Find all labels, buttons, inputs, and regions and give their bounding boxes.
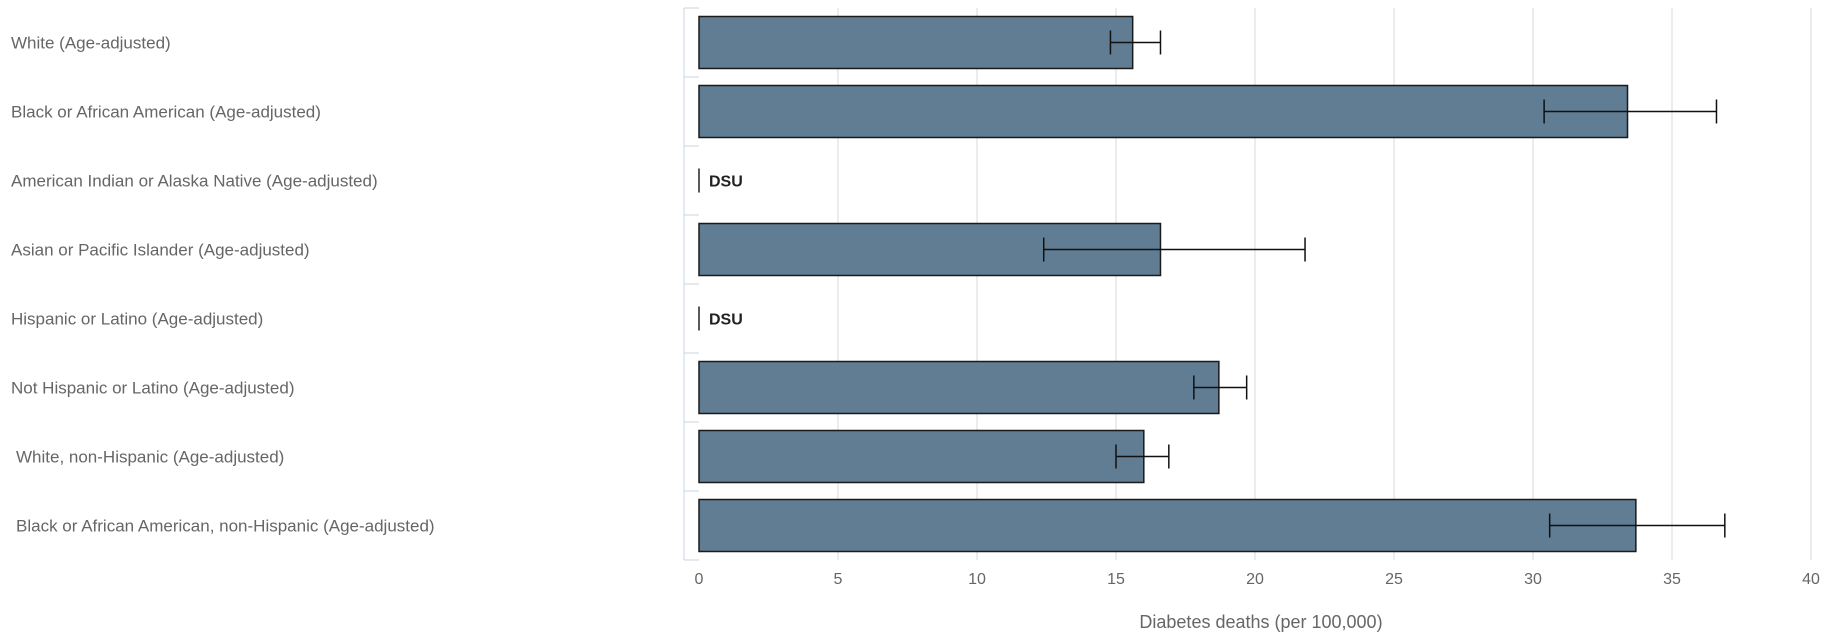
category-label: Not Hispanic or Latino (Age-adjusted) xyxy=(11,379,294,398)
category-axis-ticks xyxy=(683,7,699,561)
x-tick-label: 10 xyxy=(968,571,986,588)
bar xyxy=(698,84,1629,139)
category-label: White (Age-adjusted) xyxy=(11,34,171,53)
category-label: Black or African American (Age-adjusted) xyxy=(11,103,321,122)
x-tick-label: 15 xyxy=(1107,571,1125,588)
x-tick-label: 5 xyxy=(834,571,843,588)
suppressed-label: DSU xyxy=(709,312,743,329)
x-tick-label: 35 xyxy=(1663,571,1681,588)
bar xyxy=(698,15,1134,70)
x-tick-label: 0 xyxy=(695,571,704,588)
category-label: Black or African American, non-Hispanic … xyxy=(16,517,435,536)
category-label: White, non-Hispanic (Age-adjusted) xyxy=(16,448,284,467)
category-label: Asian or Pacific Islander (Age-adjusted) xyxy=(11,241,310,260)
x-tick-label: 40 xyxy=(1802,571,1820,588)
bars: DSU DSU xyxy=(698,15,1637,553)
x-axis-tick-labels: 0 5 10 15 20 25 30 35 40 xyxy=(695,571,1820,588)
x-tick-label: 20 xyxy=(1246,571,1264,588)
x-tick-label: 30 xyxy=(1524,571,1542,588)
x-axis-title: Diabetes deaths (per 100,000) xyxy=(1139,612,1382,632)
category-label: American Indian or Alaska Native (Age-ad… xyxy=(11,172,378,191)
error-bars xyxy=(1042,30,1726,538)
bar xyxy=(698,498,1637,553)
category-label: Hispanic or Latino (Age-adjusted) xyxy=(11,310,263,329)
suppressed-label: DSU xyxy=(709,174,743,191)
category-labels: White (Age-adjusted) Black or African Ame… xyxy=(11,34,435,536)
bar xyxy=(698,360,1220,415)
bar xyxy=(698,429,1145,484)
x-tick-label: 25 xyxy=(1385,571,1403,588)
